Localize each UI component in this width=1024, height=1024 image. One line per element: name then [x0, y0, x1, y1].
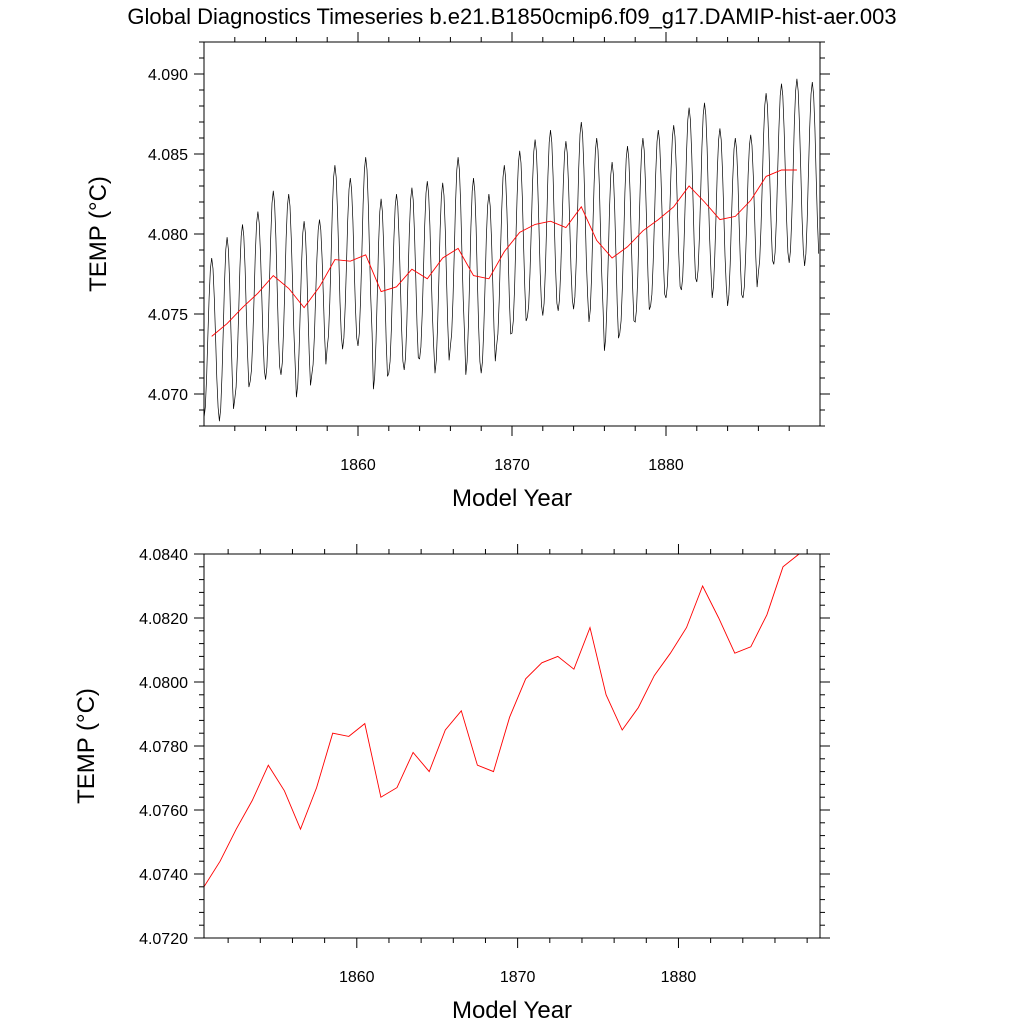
x-tick-label: 1870	[500, 969, 536, 986]
chart-1-monthly-series	[203, 78, 820, 422]
y-tick-label: 4.0840	[139, 547, 188, 564]
chart-1-plot-frame	[203, 41, 821, 427]
monthly-temp-line	[203, 78, 820, 422]
chart-2-plot-frame	[203, 553, 821, 939]
chart-2-annual-series	[203, 553, 816, 888]
chart-1-x-axis-label: Model Year	[452, 485, 572, 512]
x-tick-label: 1870	[494, 457, 530, 474]
y-tick-label: 4.085	[148, 147, 188, 164]
y-tick-label: 4.080	[148, 227, 188, 244]
figure-title: Global Diagnostics Timeseries b.e21.B185…	[127, 4, 896, 29]
chart-panel-2: 1860 1870 1880 4.0720 4.0740 4.0760 4.0780 4.08…	[73, 544, 830, 1024]
chart-2-ticks	[194, 544, 830, 948]
chart-1-ticks	[194, 32, 830, 436]
y-tick-label: 4.0740	[139, 867, 188, 884]
x-tick-label: 1880	[661, 969, 697, 986]
chart-1-tick-labels: 1860 1870 1880 4.070 4.075 4.080 4.085 4.090	[148, 67, 684, 474]
x-tick-label: 1880	[648, 457, 684, 474]
x-tick-label: 1860	[339, 969, 375, 986]
y-tick-label: 4.0760	[139, 803, 188, 820]
y-tick-label: 4.075	[148, 307, 188, 324]
y-tick-label: 4.070	[148, 387, 188, 404]
y-tick-label: 4.0720	[139, 931, 188, 948]
chart-2-y-axis-label: TEMP (°C)	[73, 688, 100, 804]
y-tick-label: 4.090	[148, 67, 188, 84]
y-tick-label: 4.0820	[139, 611, 188, 628]
annual-mean-line	[203, 553, 816, 888]
chart-2-x-axis-label: Model Year	[452, 997, 572, 1024]
chart-2-tick-labels: 1860 1870 1880 4.0720 4.0740 4.0760 4.0780 4.08…	[139, 547, 696, 986]
x-tick-label: 1860	[340, 457, 376, 474]
chart-panel-1: 1860 1870 1880 4.070 4.075 4.080 4.085 4.090 Mo…	[85, 32, 830, 512]
y-tick-label: 4.0800	[139, 675, 188, 692]
chart-1-y-axis-label: TEMP (°C)	[85, 176, 112, 292]
chart-1-annual-series	[211, 169, 797, 337]
y-tick-label: 4.0780	[139, 739, 188, 756]
annual-mean-line	[211, 169, 797, 337]
